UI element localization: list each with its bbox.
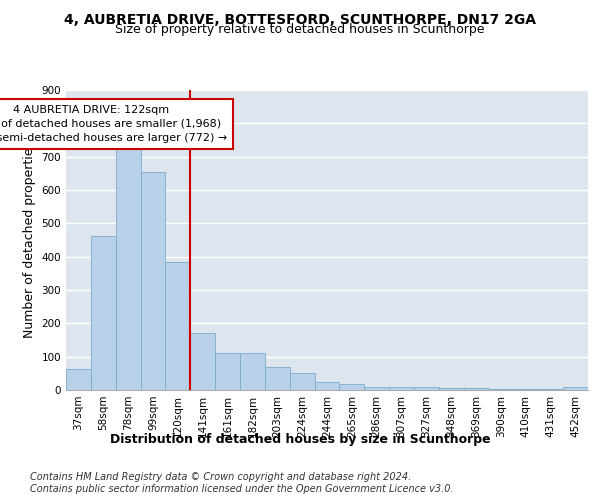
Text: 4, AUBRETIA DRIVE, BOTTESFORD, SCUNTHORPE, DN17 2GA: 4, AUBRETIA DRIVE, BOTTESFORD, SCUNTHORP… bbox=[64, 12, 536, 26]
Bar bbox=[514, 389, 538, 390]
Bar bbox=[140, 172, 166, 390]
Text: 4 AUBRETIA DRIVE: 122sqm
← 71% of detached houses are smaller (1,968)
28% of sem: 4 AUBRETIA DRIVE: 122sqm ← 71% of detach… bbox=[0, 105, 227, 143]
Bar bbox=[464, 388, 488, 390]
Bar bbox=[116, 144, 140, 390]
Bar bbox=[66, 370, 91, 390]
Bar bbox=[563, 388, 588, 390]
Bar bbox=[538, 389, 563, 390]
Bar bbox=[488, 389, 514, 390]
Bar bbox=[439, 388, 464, 390]
Text: Distribution of detached houses by size in Scunthorpe: Distribution of detached houses by size … bbox=[110, 432, 490, 446]
Bar bbox=[265, 368, 290, 390]
Bar bbox=[240, 354, 265, 390]
Bar bbox=[414, 388, 439, 390]
Bar bbox=[215, 354, 240, 390]
Bar bbox=[340, 384, 364, 390]
Text: Size of property relative to detached houses in Scunthorpe: Size of property relative to detached ho… bbox=[115, 22, 485, 36]
Bar bbox=[314, 382, 340, 390]
Bar bbox=[364, 386, 389, 390]
Bar bbox=[389, 386, 414, 390]
Text: Contains public sector information licensed under the Open Government Licence v3: Contains public sector information licen… bbox=[30, 484, 454, 494]
Text: Contains HM Land Registry data © Crown copyright and database right 2024.: Contains HM Land Registry data © Crown c… bbox=[30, 472, 411, 482]
Y-axis label: Number of detached properties: Number of detached properties bbox=[23, 142, 36, 338]
Bar bbox=[91, 236, 116, 390]
Bar bbox=[190, 334, 215, 390]
Bar bbox=[166, 262, 190, 390]
Bar bbox=[290, 374, 314, 390]
